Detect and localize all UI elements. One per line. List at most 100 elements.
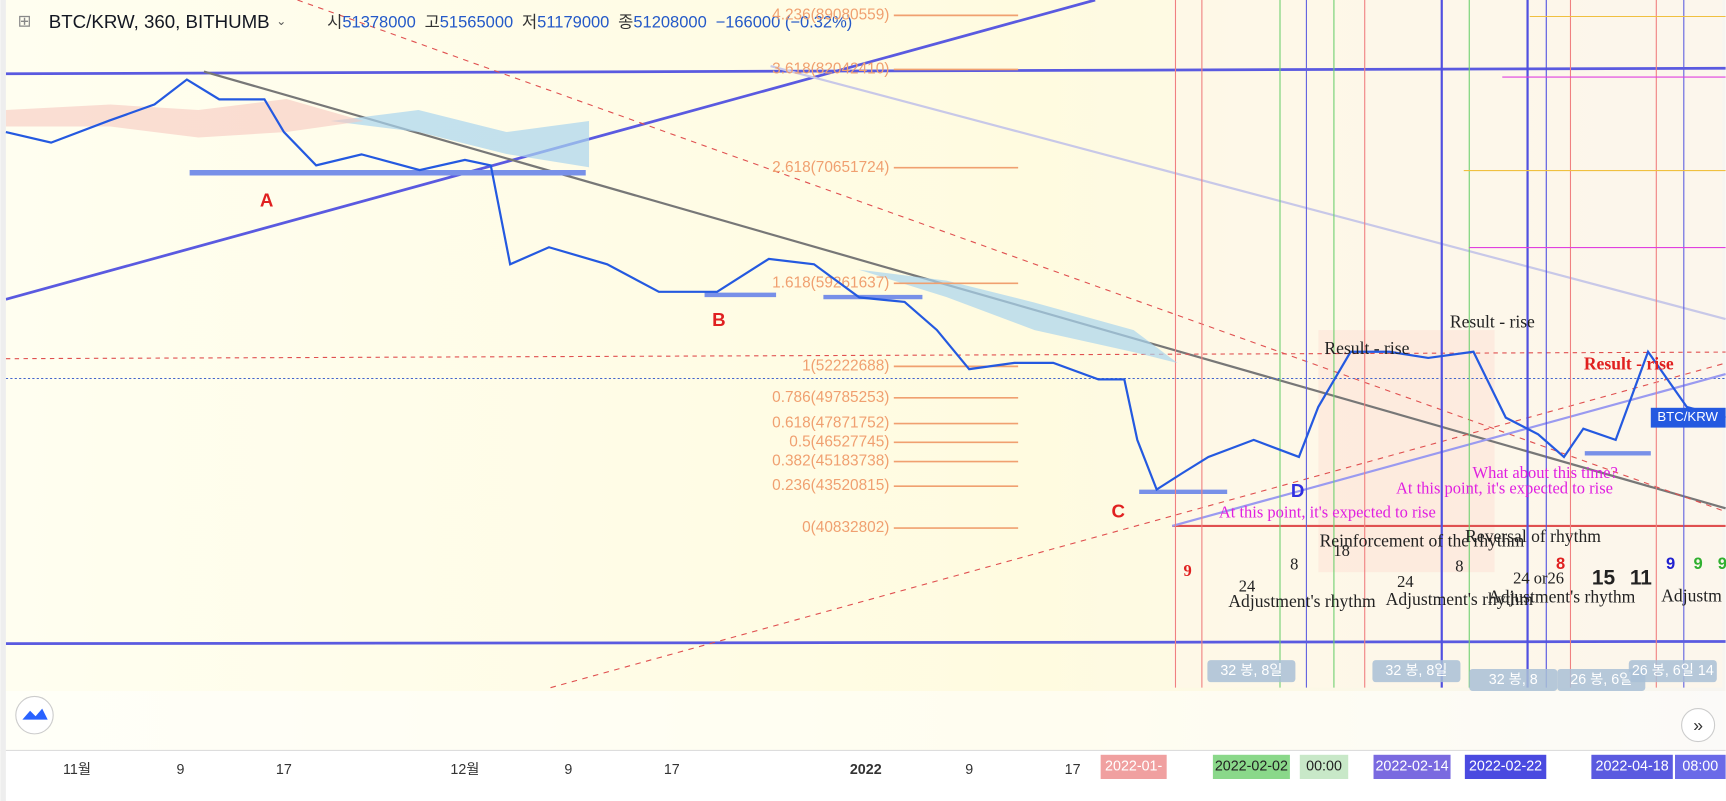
annotation: What about this time? [1473,463,1618,482]
fib-label: 1(52222688) [802,357,889,374]
annotation: B [712,309,726,330]
annotation: 8 [1290,554,1298,573]
fib-label: 0.786(49785253) [772,389,889,406]
x-tick-label: 9 [965,762,973,778]
annotation: 9 [1183,561,1191,580]
shade [1318,330,1495,573]
annotation: A [260,189,274,210]
x-tick-label: 9 [564,762,572,778]
expand-icon[interactable]: ⊞ [18,12,32,30]
fib-label: 4.236(89080559) [772,6,889,23]
ohlc-label: 종 [618,13,633,31]
annotation: Result - rise [1324,338,1409,358]
badge: 32 봉, 8일 [1385,662,1447,679]
legend-label: BTC/KRW [1657,409,1718,424]
drawings [5,0,1726,689]
annotation: Adjustm [1661,585,1722,605]
scroll-icon: » [1693,715,1703,735]
cloud [5,99,364,138]
annotation: D [1291,480,1304,501]
time-badge-box [1299,754,1349,779]
annotation: 18 [1333,541,1349,560]
annotation: 11 [1630,566,1652,589]
logo-button[interactable] [15,695,54,735]
dropdown-icon: ⌄ [276,14,286,28]
left-edge [0,0,6,801]
h-line [5,640,1726,646]
legend-box [1650,407,1726,428]
annotation: At this point, it's expected to rise [1219,503,1436,522]
time-badge: 2022-01- [1105,759,1162,775]
cloud [858,269,1178,364]
x-tick-label: 9 [176,762,184,778]
annotation: 9 [1666,555,1675,573]
annotation: Adjustment's rhythm [1228,591,1376,611]
badge-box [1469,668,1558,691]
time-badge-box [1591,754,1673,779]
badge: 26 봉, 6일 [1570,671,1632,688]
annotation: Adjustment's rhythm [1386,589,1534,609]
annotation: 9 [1694,555,1703,573]
trend-line [770,64,1726,321]
badge: 26 봉, 6일 14 [1632,662,1714,679]
ohlc-value: 51208000 [633,13,706,31]
x-tick-label: 2022 [850,762,882,778]
annotation: Reversal of rhythm [1465,526,1601,546]
time-badge: 2022-02-02 [1215,759,1288,775]
ohlc-label: 저 [522,12,537,31]
x-tick-label: 11월 [63,761,91,778]
time-badge-box [1675,754,1726,779]
fib-label: 0.618(47871752) [772,415,889,432]
time-badge: 2022-04-18 [1596,759,1669,775]
fib-label: 0.236(43520815) [772,477,889,494]
ohlc-value: 51565000 [440,13,513,31]
time-badge-box [1373,754,1451,779]
ohlc-value: 51179000 [537,13,609,31]
badge-box [1557,668,1646,691]
fib-label: 1.618(59261637) [772,274,889,291]
logo-icon [22,708,48,720]
badge: 32 봉, 8일 [1220,662,1282,679]
badge-box [1372,660,1461,683]
h-line [5,66,1726,76]
change: −166000 (−0.32%) [716,13,853,31]
header: BTC/KRW, 360, BITHUMB ⌄ 시 51378000 고 5156500… [49,11,852,32]
volume-pane [0,690,1726,751]
x-tick-label: 12월 [450,761,479,778]
time-badge-box [1464,754,1547,779]
annotation: Result - rise [1584,353,1674,373]
trend-line [1171,373,1726,527]
annotation: C [1112,501,1126,522]
fib-label: 2.618(70651724) [772,159,889,176]
annotation: 24 or26 [1513,569,1564,588]
dashed-line [550,362,1726,689]
fib-label: 0.382(45183738) [772,453,889,470]
annotation: 8 [1556,555,1565,573]
x-tick-label: 17 [276,762,292,778]
ohlc-value: 51378000 [342,13,415,31]
fib-label: 0(40832802) [802,519,889,536]
ohlc-label: 고 [425,13,440,31]
symbol-title: BTC/KRW, 360, BITHUMB [49,11,270,32]
time-badge-box [1100,754,1167,779]
badge-box [1207,660,1296,683]
fib-label: 0.5(46527745) [789,433,889,450]
x-tick-label: 17 [1065,762,1081,778]
price-line [5,78,1726,492]
fib-label: 3.618(82042410) [772,61,889,78]
time-badge: 2022-02-14 [1375,759,1448,775]
time-badge-box [1212,754,1290,779]
scroll-button[interactable] [1681,708,1716,743]
annotation: 24 [1239,576,1256,595]
annotation: 9 [1718,555,1726,573]
ohlc-label: 시 [327,13,342,31]
badge-box [1628,660,1717,683]
annotation: At this point, it's expected to rise [1396,478,1613,497]
annotation: 8 [1455,557,1463,576]
annotation: 24 [1397,572,1413,591]
time-badge: 2022-02-22 [1469,759,1542,775]
badge: 32 봉, 8 [1489,671,1538,688]
annotation: 15 [1592,566,1616,589]
